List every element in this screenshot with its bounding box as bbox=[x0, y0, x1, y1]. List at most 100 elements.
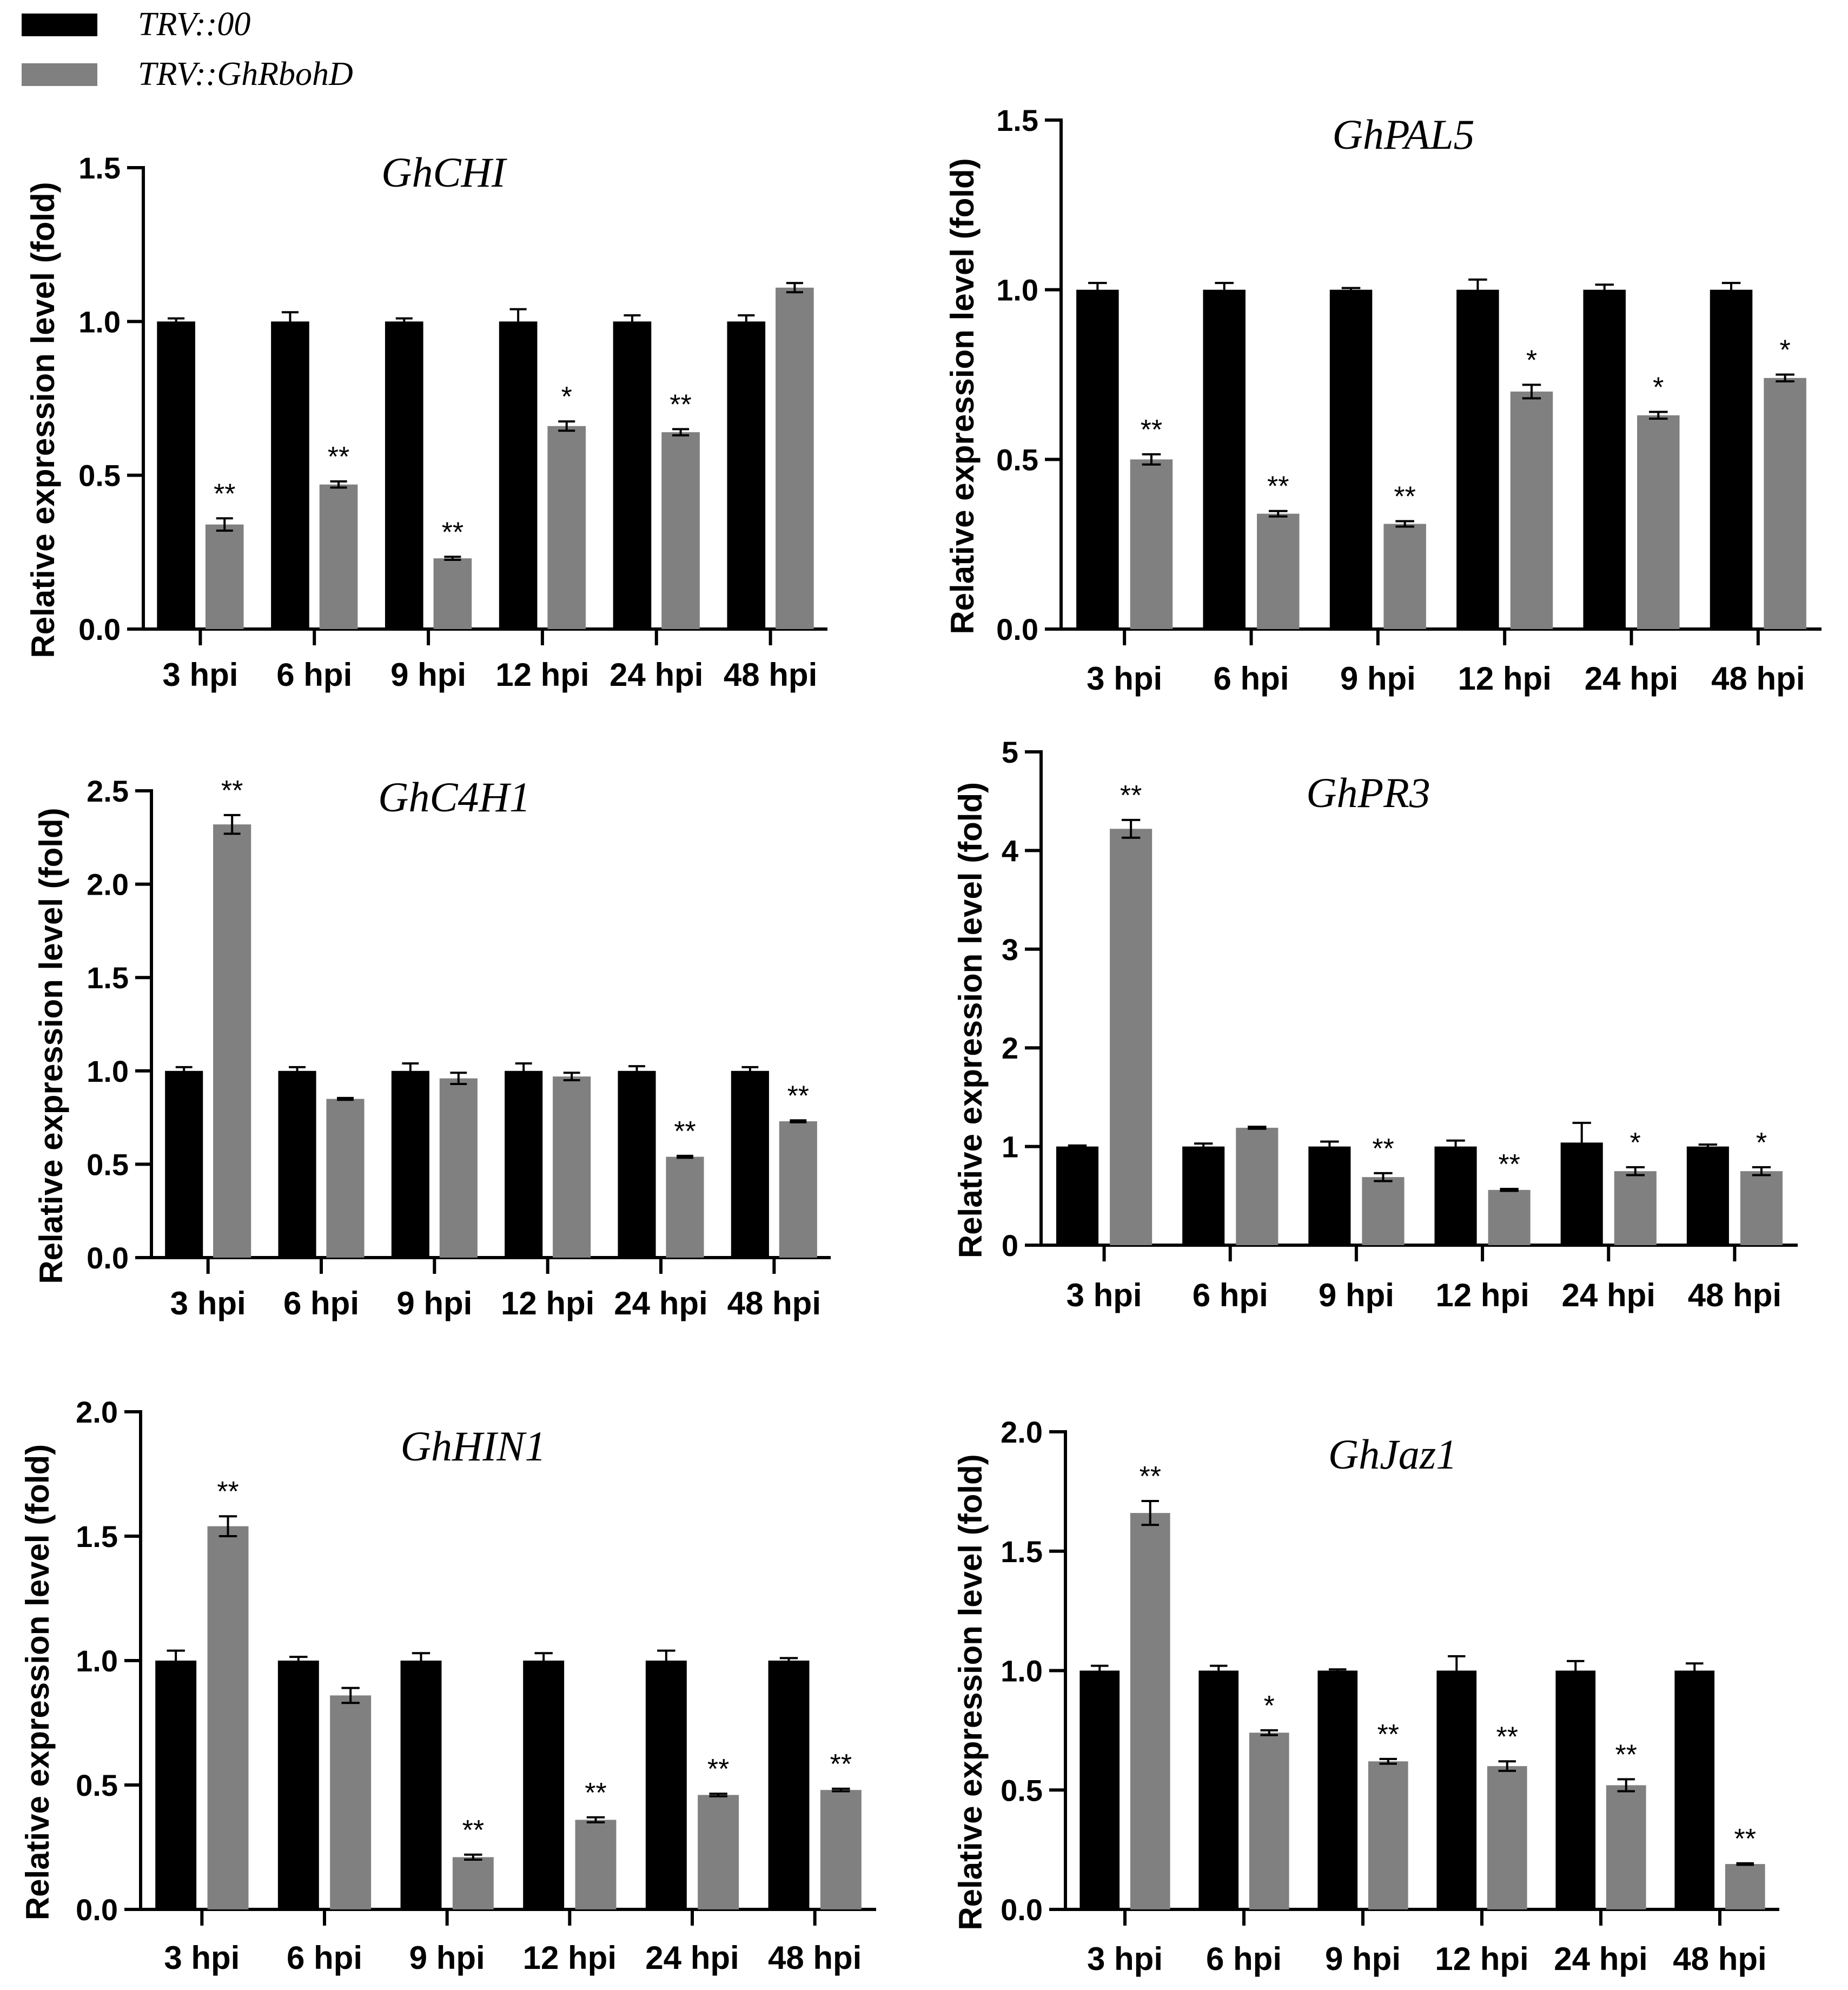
bar-trv00 bbox=[1686, 1146, 1729, 1245]
y-tick-label: 3 bbox=[1002, 933, 1018, 967]
bar-trv-ghrbohd bbox=[553, 1076, 591, 1258]
bar-trv-ghrbohd bbox=[1764, 378, 1806, 629]
bar-trv00 bbox=[768, 1661, 810, 1909]
bar-trv-ghrbohd bbox=[1362, 1177, 1405, 1245]
x-tick-label: 6 hpi bbox=[283, 1285, 359, 1321]
x-tick-label: 6 hpi bbox=[1206, 1941, 1282, 1977]
y-tick-label: 1.0 bbox=[996, 273, 1038, 307]
bar-trv-ghrbohd bbox=[779, 1121, 817, 1258]
y-tick-label: 1.5 bbox=[1001, 1535, 1043, 1569]
bar-trv00 bbox=[1308, 1146, 1351, 1245]
y-tick-label: 1 bbox=[1002, 1130, 1018, 1164]
x-tick-label: 48 hpi bbox=[727, 1285, 821, 1321]
significance-label: ** bbox=[1496, 1721, 1518, 1753]
chart-title: GhPR3 bbox=[1306, 769, 1430, 816]
bar-trv00 bbox=[1710, 289, 1753, 629]
y-tick-label: 4 bbox=[1002, 834, 1018, 868]
bar-trv00 bbox=[400, 1661, 442, 1909]
bar-trv00 bbox=[1583, 289, 1626, 629]
significance-label: ** bbox=[1140, 1461, 1161, 1492]
significance-label: ** bbox=[1372, 1133, 1394, 1165]
x-tick-label: 48 hpi bbox=[1711, 660, 1805, 697]
bar-trv-ghrbohd bbox=[776, 287, 814, 629]
bar-trv-ghrbohd bbox=[666, 1156, 704, 1258]
x-tick-label: 9 hpi bbox=[1340, 660, 1416, 697]
bar-trv-ghrbohd bbox=[213, 824, 251, 1258]
bar-trv00 bbox=[1203, 289, 1246, 629]
y-tick-label: 2.0 bbox=[76, 1395, 118, 1429]
significance-label: ** bbox=[674, 1116, 696, 1147]
bar-trv-ghrbohd bbox=[452, 1857, 494, 1909]
y-tick-label: 5 bbox=[1002, 735, 1018, 769]
bar-trv-ghrbohd bbox=[820, 1790, 862, 1909]
y-axis-label: Relative expression level (fold) bbox=[33, 808, 69, 1284]
bar-trv-ghrbohd bbox=[1606, 1785, 1646, 1909]
bar-trv-ghrbohd bbox=[439, 1078, 478, 1258]
bar-trv-ghrbohd bbox=[1130, 1513, 1170, 1909]
x-tick-label: 9 hpi bbox=[409, 1940, 485, 1976]
legend-item-trv-ghrbohd: TRV::GhRbohD bbox=[22, 55, 353, 94]
x-tick-label: 6 hpi bbox=[276, 657, 352, 693]
significance-label: ** bbox=[1615, 1739, 1637, 1770]
bar-trv00 bbox=[385, 321, 423, 629]
chart-title: GhC4H1 bbox=[378, 773, 531, 821]
bar-trv-ghrbohd bbox=[1725, 1864, 1765, 1909]
y-tick-label: 2.5 bbox=[87, 774, 129, 808]
significance-label: * bbox=[1526, 345, 1537, 376]
bar-trv00 bbox=[1555, 1670, 1596, 1909]
x-tick-label: 9 hpi bbox=[396, 1285, 472, 1321]
bar-trv00 bbox=[613, 321, 652, 629]
bar-trv-ghrbohd bbox=[1487, 1766, 1527, 1909]
x-tick-label: 9 hpi bbox=[390, 657, 466, 693]
chart-title: GhHIN1 bbox=[401, 1423, 546, 1470]
y-tick-label: 1.0 bbox=[87, 1054, 129, 1088]
x-tick-label: 3 hpi bbox=[1087, 1941, 1163, 1977]
y-axis-label: Relative expression level (fold) bbox=[25, 182, 61, 658]
bar-trv-ghrbohd bbox=[1236, 1127, 1279, 1245]
x-tick-label: 3 hpi bbox=[170, 1285, 246, 1321]
x-tick-label: 24 hpi bbox=[1562, 1277, 1655, 1313]
bar-trv-ghrbohd bbox=[547, 426, 586, 629]
bar-trv00 bbox=[271, 321, 309, 629]
y-tick-label: 1.0 bbox=[76, 1644, 118, 1678]
significance-label: ** bbox=[1377, 1719, 1399, 1750]
bar-trv00 bbox=[1317, 1670, 1358, 1909]
y-tick-label: 2 bbox=[1002, 1031, 1018, 1065]
legend-swatch-black bbox=[22, 13, 97, 36]
bar-trv00 bbox=[1198, 1670, 1239, 1909]
legend-item-trv00: TRV::00 bbox=[22, 5, 250, 44]
significance-label: ** bbox=[1141, 414, 1162, 446]
bar-trv-ghrbohd bbox=[1110, 829, 1152, 1245]
legend-label: TRV::GhRbohD bbox=[138, 56, 353, 92]
x-tick-label: 24 hpi bbox=[645, 1940, 739, 1976]
y-tick-label: 2.0 bbox=[87, 868, 129, 902]
bar-trv-ghrbohd bbox=[1510, 391, 1553, 629]
significance-label: * bbox=[561, 381, 572, 413]
x-tick-label: 3 hpi bbox=[1067, 1277, 1142, 1313]
chart-panel: 0 1 2 3 4 5 Relative expression level (fold) Gh… bbox=[952, 735, 1798, 1313]
significance-label: ** bbox=[221, 775, 243, 806]
significance-label: ** bbox=[328, 441, 349, 473]
bar-trv00 bbox=[1182, 1146, 1225, 1245]
bar-trv00 bbox=[278, 1070, 316, 1258]
y-tick-label: 0.5 bbox=[1001, 1773, 1043, 1807]
chart-panel: 0.0 0.5 1.0 1.5 Relative expression level (f… bbox=[944, 103, 1821, 697]
x-tick-label: 6 hpi bbox=[287, 1940, 362, 1976]
y-tick-label: 0.0 bbox=[996, 612, 1038, 646]
x-tick-label: 24 hpi bbox=[610, 657, 703, 693]
y-tick-label: 0.5 bbox=[996, 442, 1038, 477]
significance-label: ** bbox=[462, 1815, 484, 1846]
bar-trv00 bbox=[1079, 1670, 1120, 1909]
y-tick-label: 0.5 bbox=[76, 1768, 118, 1802]
chart-panel: 0.0 0.5 1.0 1.5 Relative expression level (f… bbox=[25, 149, 827, 693]
significance-label: ** bbox=[217, 1476, 239, 1508]
y-tick-label: 0.0 bbox=[87, 1241, 129, 1275]
significance-label: ** bbox=[1498, 1149, 1520, 1180]
bar-trv00 bbox=[1434, 1146, 1477, 1245]
x-tick-label: 12 hpi bbox=[495, 657, 589, 693]
bar-trv-ghrbohd bbox=[1637, 415, 1680, 629]
bar-trv00 bbox=[618, 1070, 656, 1258]
bar-trv-ghrbohd bbox=[1257, 513, 1300, 629]
bar-trv-ghrbohd bbox=[1249, 1733, 1289, 1909]
